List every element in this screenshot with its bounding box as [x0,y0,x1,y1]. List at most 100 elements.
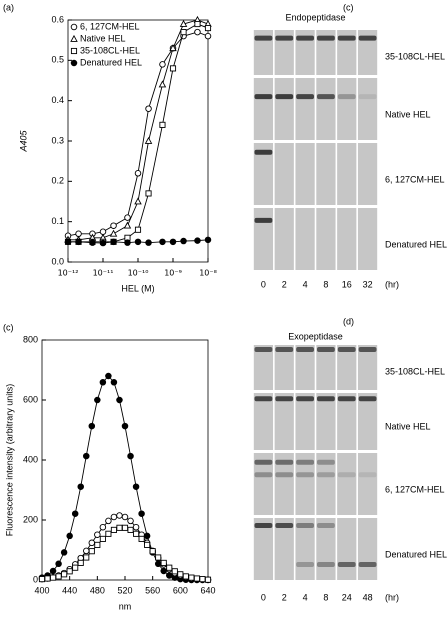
gel-band [358,396,377,402]
gel-lane [316,345,336,390]
gel-lane [295,143,315,205]
gel-lane-label: 0 [261,279,266,289]
gel-lane [337,208,357,270]
marker [99,239,107,247]
gel-row-label: Native HEL [385,110,431,120]
gel-band [296,35,314,41]
marker [121,513,129,521]
gel-lane [295,345,315,390]
gel-band [317,522,335,528]
gel-band [296,459,314,465]
marker [134,197,142,205]
gel-lane [357,453,378,515]
gel-lane [357,143,378,205]
gel-lane [316,518,336,580]
gel-unit: (hr) [385,592,399,602]
marker [134,226,142,233]
gel-band [254,396,273,402]
gel-band [337,562,356,567]
marker [199,576,206,583]
gel-band [317,94,335,100]
gel-lane [295,518,315,580]
gel-band [337,347,356,352]
panel-label: (c) [3,322,14,332]
gel-band [337,35,356,41]
marker [160,559,167,566]
gel-lane [253,345,274,390]
gel-lane [295,208,315,270]
marker [127,517,134,525]
marker [38,576,46,583]
gel-lane [253,518,274,580]
marker [99,535,106,542]
gel-band [358,472,377,478]
marker [83,554,90,561]
marker [182,573,189,580]
gel-band [317,459,335,465]
marker [110,379,118,386]
legend-label: Denatured HEL [80,57,142,67]
marker [204,32,212,40]
marker [159,121,166,128]
gel-lane-label: 2 [282,592,287,602]
marker [83,452,90,460]
marker [204,236,212,244]
gel-band [317,396,335,402]
marker [105,530,112,537]
gel-lane [253,78,274,140]
marker [99,523,107,531]
marker [66,532,73,540]
marker [143,532,151,540]
marker [88,548,95,555]
x-tick-label: 520 [117,585,132,595]
marker [94,531,101,538]
gel-band [296,347,314,352]
marker [169,65,177,72]
gel-lane-label: 2 [282,279,287,289]
marker [127,452,134,460]
y-tick-label: 0.2 [51,176,64,186]
marker [116,396,123,404]
y-tick-label: 0.4 [51,95,64,105]
gel-lane [295,30,315,75]
gel-title: Exopeptidase [288,331,343,341]
marker [169,238,177,246]
gel-title: Endopeptidase [285,12,345,22]
gel-lane [357,393,378,450]
y-axis-label: A405 [18,130,28,153]
gel-row-label: 6, 127CM-HEL [385,175,445,185]
gel-lane [274,345,294,390]
gel-band [317,35,335,41]
gel-lane-label: 16 [342,279,352,289]
gel-band [296,472,314,478]
marker [83,547,90,555]
gel-lane [274,393,294,450]
gel-band [358,562,377,567]
marker [94,396,101,404]
gel-band [254,149,273,155]
gel-lane [274,30,294,75]
marker [116,524,123,531]
gel-lane [253,453,274,515]
gel-band [254,94,273,100]
y-tick-label: 0.1 [51,216,64,226]
gel-band [254,347,273,352]
legend-label: Native HEL [80,33,126,43]
legend-marker [70,23,78,31]
gel-lane [316,78,336,140]
marker [71,510,79,517]
marker [55,573,62,580]
marker [159,61,166,68]
marker [154,560,162,568]
gel-lane [274,143,294,205]
gel-lane [274,453,294,515]
y-tick-label: 0 [33,574,38,584]
gel-lane [316,30,336,75]
gel-row-label: Denatured HEL [385,550,447,560]
marker [166,564,173,571]
marker [124,214,131,221]
gel-lane-label: 24 [342,592,352,602]
legend-marker [70,59,78,67]
gel-band [275,35,294,41]
